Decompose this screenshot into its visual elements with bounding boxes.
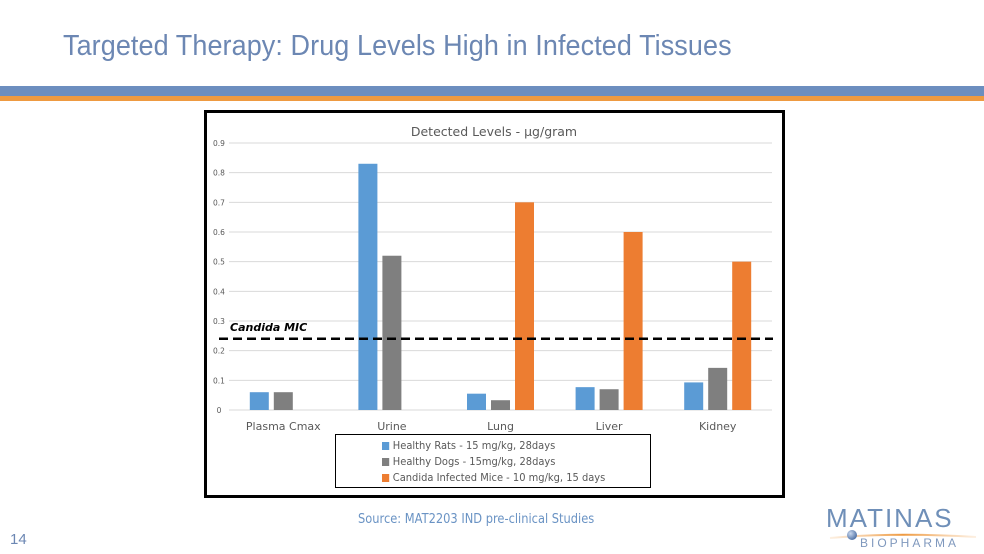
legend-item-mice: Candida Infected Mice - 10 mg/kg, 15 day…	[382, 471, 605, 484]
x-tick-label: Kidney	[699, 420, 737, 433]
y-tick-label: 0.9	[213, 139, 225, 148]
bar-urine-series-1	[382, 255, 402, 410]
y-tick-label: 0.4	[213, 287, 225, 296]
header-band-orange	[0, 96, 984, 101]
bar-kidney-series-0	[684, 382, 704, 410]
logo-wordmark: MATINAS	[826, 503, 954, 533]
bar-lung-series-2	[515, 202, 534, 410]
source-note: Source: MAT2203 IND pre-clinical Studies	[358, 512, 595, 527]
y-tick-label: 0.8	[213, 169, 225, 178]
bar-chart: Detected Levels - µg/gram 0 0.1 0.2 0.3 0.4 0…	[213, 124, 773, 433]
bar-kidney-series-2	[732, 261, 752, 410]
page-number: 14	[10, 531, 27, 548]
bar-liver-series-1	[599, 389, 619, 410]
bar-lung-series-1	[491, 400, 510, 410]
legend-label-rats: Healthy Rats - 15 mg/kg, 28days	[392, 439, 556, 452]
bar-plasma-cmax-series-0	[249, 392, 269, 410]
chart-title: Detected Levels - µg/gram	[411, 124, 577, 139]
y-tick-label: 0.6	[213, 228, 225, 237]
legend-swatch-mice	[382, 474, 390, 482]
x-tick-label: Plasma Cmax	[246, 420, 321, 433]
x-tick-label: Liver	[596, 420, 623, 433]
legend-swatch-rats	[382, 442, 390, 450]
x-tick-label: Lung	[487, 420, 514, 433]
mic-threshold-label: Candida MIC	[230, 321, 307, 334]
bar-lung-series-0	[467, 393, 486, 410]
slide-title: Targeted Therapy: Drug Levels High in In…	[63, 30, 732, 62]
y-tick-label: 0.3	[213, 317, 225, 326]
legend-label-mice: Candida Infected Mice - 10 mg/kg, 15 day…	[392, 471, 606, 484]
chart-legend: Healthy Rats - 15 mg/kg, 28days Healthy …	[335, 434, 651, 488]
y-tick-label: 0	[217, 406, 222, 415]
company-logo: MATINAS BIOPHARMA	[826, 503, 978, 551]
header-band-blue	[0, 86, 984, 96]
bar-liver-series-2	[623, 232, 643, 410]
bar-liver-series-0	[575, 387, 595, 410]
legend-swatch-dogs	[382, 458, 390, 466]
x-tick-label: Urine	[377, 420, 407, 433]
legend-item-dogs: Healthy Dogs - 15mg/kg, 28days	[382, 455, 555, 468]
y-tick-label: 0.2	[213, 347, 225, 356]
y-tick-label: 0.1	[213, 376, 225, 385]
logo-subtitle: BIOPHARMA	[860, 536, 960, 550]
legend-item-rats: Healthy Rats - 15 mg/kg, 28days	[382, 439, 555, 452]
y-tick-label: 0.7	[213, 198, 225, 207]
chart-container: Detected Levels - µg/gram 0 0.1 0.2 0.3 0.4 0…	[204, 110, 785, 498]
legend-label-dogs: Healthy Dogs - 15mg/kg, 28days	[392, 455, 556, 468]
y-tick-label: 0.5	[213, 258, 225, 267]
bar-urine-series-0	[358, 163, 378, 410]
logo-swoosh-icon	[829, 530, 977, 540]
bar-kidney-series-1	[708, 367, 728, 410]
bar-plasma-cmax-series-1	[273, 392, 293, 410]
